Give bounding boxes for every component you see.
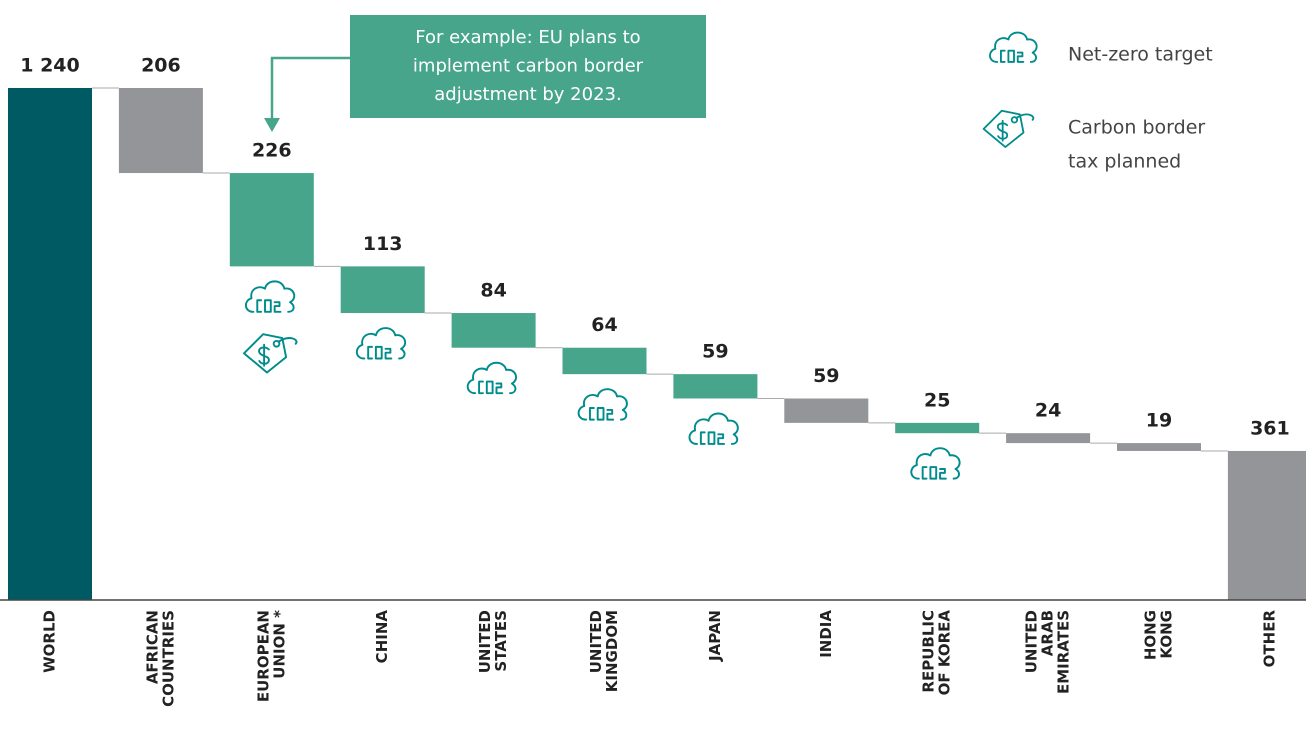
legend-icon-net-zero <box>988 31 1038 63</box>
value-label: 24 <box>1035 400 1061 422</box>
bar <box>451 313 536 348</box>
x-tick-label: KINGDOM <box>603 610 621 692</box>
x-tick-label: COUNTRIES <box>159 610 177 707</box>
bar <box>784 398 869 423</box>
x-tick-label: OF KOREA <box>936 610 954 696</box>
bar <box>1006 433 1091 444</box>
legend-label: Carbon border <box>1068 117 1205 139</box>
x-tick-label: HONG <box>1142 610 1160 660</box>
x-tick-label: EUROPEAN <box>254 610 272 702</box>
value-label: 59 <box>702 341 728 363</box>
annotation-text: implement carbon border <box>413 56 644 77</box>
bar <box>118 88 203 174</box>
tax-icon <box>243 333 298 374</box>
annotation-box <box>350 15 706 118</box>
x-tick-label: UNITED <box>476 610 494 673</box>
value-label: 64 <box>591 314 617 336</box>
annotation <box>264 15 706 132</box>
net-zero-icon <box>355 327 407 360</box>
x-tick-label: AFRICAN <box>143 610 161 684</box>
net-zero-icon <box>688 412 739 445</box>
value-label: 84 <box>480 280 506 302</box>
legend-label: tax planned <box>1068 151 1181 173</box>
value-label: 59 <box>813 365 839 387</box>
net-zero-icon <box>244 280 296 313</box>
bar <box>1117 443 1201 451</box>
value-label: 361 <box>1250 417 1290 439</box>
x-tick-label: WORLD <box>41 610 59 673</box>
value-label: 226 <box>252 140 292 162</box>
annotation-text: adjustment by 2023. <box>434 84 621 105</box>
value-label: 25 <box>924 389 950 411</box>
x-tick-label: KONG <box>1158 610 1176 659</box>
bar <box>8 88 92 600</box>
x-tick-label: JAPAN <box>706 610 724 662</box>
x-tick-label: INDIA <box>817 610 835 658</box>
x-tick-label: REPUBLIC <box>920 610 938 693</box>
value-label: 19 <box>1146 410 1172 432</box>
x-tick-label: UNION * <box>270 610 288 679</box>
annotation-arrowhead <box>264 118 280 132</box>
annotation-arrow <box>270 56 350 122</box>
x-tick-label: EMIRATES <box>1055 610 1073 694</box>
x-tick-label: STATES <box>492 610 510 672</box>
bar <box>1227 450 1306 600</box>
net-zero-icon <box>466 361 518 395</box>
bar <box>895 422 980 434</box>
bar <box>229 173 314 267</box>
value-label: 206 <box>141 55 181 77</box>
bar <box>562 347 647 375</box>
bar <box>340 266 425 314</box>
x-tick-label: ARAB <box>1039 610 1057 656</box>
x-tick-label: OTHER <box>1260 610 1278 668</box>
net-zero-icon <box>910 447 961 480</box>
value-label: 113 <box>363 233 403 255</box>
value-label: 1 240 <box>20 55 80 77</box>
x-tick-label: UNITED <box>1023 610 1041 673</box>
x-tick-label: UNITED <box>587 610 605 673</box>
net-zero-icon <box>577 388 628 421</box>
legend-icon-tax <box>982 109 1035 148</box>
bar <box>673 374 758 399</box>
legend-label: Net-zero target <box>1068 44 1213 66</box>
annotation-text: For example: EU plans to <box>415 27 640 48</box>
x-tick-label: CHINA <box>373 610 391 664</box>
